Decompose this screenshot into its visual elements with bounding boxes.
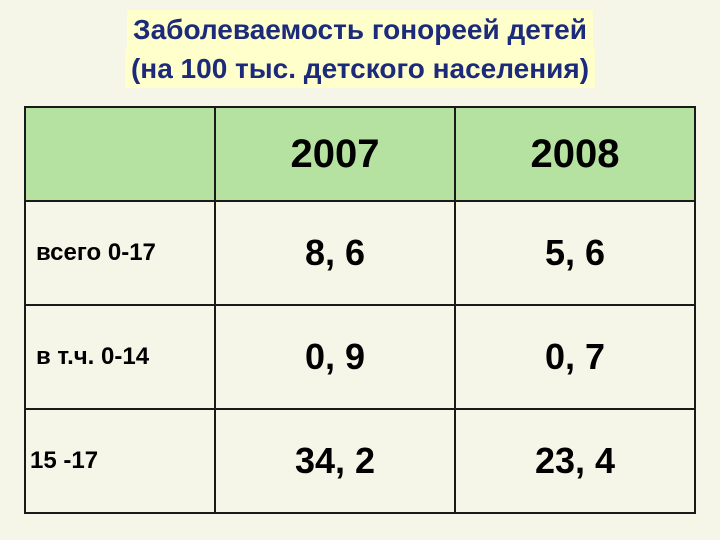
cell-value: 23, 4 bbox=[455, 409, 695, 513]
cell-value: 0, 9 bbox=[215, 305, 455, 409]
table-row: 15 -17 34, 2 23, 4 bbox=[25, 409, 695, 513]
table-row: в т.ч. 0-14 0, 9 0, 7 bbox=[25, 305, 695, 409]
table-header-row: 2007 2008 bbox=[25, 107, 695, 201]
title-line-2: (на 100 тыс. детского населения) bbox=[125, 49, 595, 88]
row-label: 15 -17 bbox=[25, 409, 215, 513]
row-label: в т.ч. 0-14 bbox=[25, 305, 215, 409]
col-header-2007: 2007 bbox=[215, 107, 455, 201]
slide-title: Заболеваемость гонореей детей (на 100 ты… bbox=[0, 10, 720, 88]
data-table: 2007 2008 всего 0-17 8, 6 5, 6 в т.ч. 0-… bbox=[24, 106, 696, 514]
col-header-2008: 2008 bbox=[455, 107, 695, 201]
table-corner-cell bbox=[25, 107, 215, 201]
cell-value: 5, 6 bbox=[455, 201, 695, 305]
table-row: всего 0-17 8, 6 5, 6 bbox=[25, 201, 695, 305]
cell-value: 8, 6 bbox=[215, 201, 455, 305]
cell-value: 0, 7 bbox=[455, 305, 695, 409]
row-label: всего 0-17 bbox=[25, 201, 215, 305]
cell-value: 34, 2 bbox=[215, 409, 455, 513]
slide: Заболеваемость гонореей детей (на 100 ты… bbox=[0, 0, 720, 540]
title-line-1: Заболеваемость гонореей детей bbox=[127, 10, 593, 49]
data-table-wrap: 2007 2008 всего 0-17 8, 6 5, 6 в т.ч. 0-… bbox=[24, 106, 696, 514]
